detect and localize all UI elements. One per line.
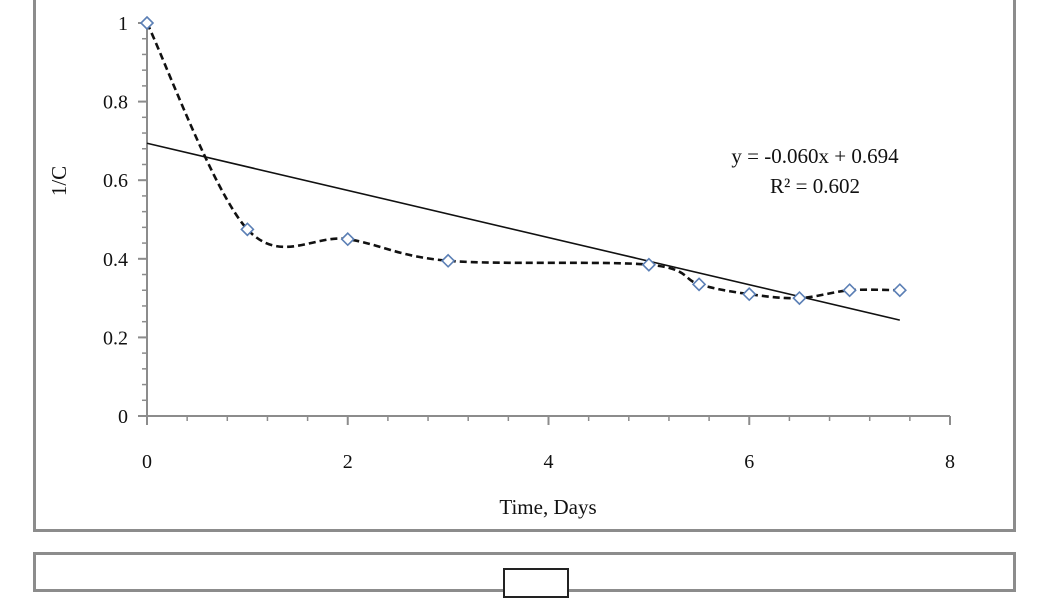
data-point (240, 222, 255, 237)
data-point (641, 257, 657, 272)
data-point (139, 15, 155, 31)
data-point (340, 232, 355, 247)
y-tick-label: 0 (118, 406, 128, 428)
trendline (146, 142, 900, 321)
data-point (842, 283, 857, 298)
x-tick-label: 6 (744, 451, 754, 473)
y-tick-label: 0.6 (103, 170, 128, 192)
x-axis-title: Time, Days (499, 495, 596, 519)
series-layer (139, 15, 907, 306)
data-point (892, 283, 907, 298)
y-tick-label: 1 (118, 13, 128, 35)
data-point (691, 277, 707, 292)
plot-svg: 0 2 4 6 8 0 0.2 0.4 0.6 0.8 1 Time, Days 1/C y = -… (47, 13, 955, 519)
trendline-layer (146, 142, 900, 321)
y-axis-title: 1/C (47, 166, 71, 196)
data-point (742, 287, 757, 302)
y-tick-label: 0.4 (103, 249, 128, 271)
y-tick-label: 0.8 (103, 92, 128, 114)
data-point (792, 290, 807, 306)
x-tick-label: 2 (343, 451, 353, 473)
axes: 0 2 4 6 8 0 0.2 0.4 0.6 0.8 1 (103, 13, 955, 473)
x-tick-label: 4 (544, 451, 554, 473)
x-tick-label: 8 (945, 451, 955, 473)
y-tick-label: 0.2 (103, 327, 128, 349)
trendline-equation: y = -0.060x + 0.694 (731, 144, 899, 168)
chart-figure: 0 2 4 6 8 0 0.2 0.4 0.6 0.8 1 Time, Days 1/C y = -… (33, 0, 1016, 598)
data-point (440, 253, 456, 268)
trendline-r-squared: R² = 0.602 (770, 174, 860, 198)
chart-area (33, 0, 1016, 532)
x-tick-label: 0 (142, 451, 152, 473)
